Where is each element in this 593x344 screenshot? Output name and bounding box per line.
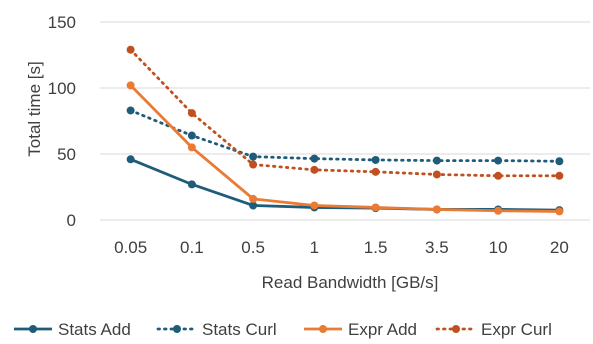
data-point: [187, 109, 196, 118]
legend-marker: [29, 325, 37, 333]
data-point: [187, 180, 196, 189]
legend-item: Expr Curl: [435, 320, 552, 339]
data-point: [310, 165, 319, 174]
legend-label: Expr Curl: [481, 320, 552, 339]
data-point: [432, 205, 441, 214]
series-line: [129, 109, 561, 163]
x-tick-label: 20: [550, 238, 569, 257]
x-tick-label: 1: [310, 238, 319, 257]
data-point: [249, 194, 258, 203]
y-tick-labels: 0 50 100 150: [48, 13, 76, 230]
data-point: [555, 157, 564, 166]
y-tick-label: 50: [57, 145, 76, 164]
series-lines: [126, 45, 564, 216]
legend-marker: [452, 325, 460, 333]
series-line: [129, 48, 561, 178]
y-tick-label: 100: [48, 79, 76, 98]
data-point: [494, 171, 503, 180]
data-point: [249, 152, 258, 161]
data-point: [432, 170, 441, 179]
x-tick-labels: 0.05 0.1 0.5 1 1.5 3.5 10 20: [114, 238, 569, 257]
x-tick-label: 10: [489, 238, 508, 257]
series-stats-curl: [126, 106, 564, 166]
legend-label: Stats Curl: [202, 320, 277, 339]
data-point: [187, 143, 196, 152]
data-point: [187, 131, 196, 140]
y-tick-label: 150: [48, 13, 76, 32]
data-point: [555, 207, 564, 216]
data-point: [126, 106, 135, 115]
data-point: [555, 171, 564, 180]
x-tick-label: 3.5: [425, 238, 449, 257]
x-tick-label: 1.5: [364, 238, 388, 257]
legend-marker: [173, 325, 181, 333]
data-point: [371, 203, 380, 212]
data-point: [126, 155, 135, 164]
data-point: [494, 206, 503, 215]
series-expr-add: [126, 81, 564, 216]
data-point: [310, 201, 319, 210]
data-point: [310, 154, 319, 163]
gridlines: [100, 21, 590, 221]
data-point: [249, 160, 258, 169]
legend-item: Stats Curl: [156, 320, 277, 339]
data-point: [494, 156, 503, 165]
data-point: [126, 45, 135, 54]
x-tick-label: 0.1: [180, 238, 204, 257]
y-tick-label: 0: [67, 211, 76, 230]
data-point: [371, 167, 380, 176]
legend-item: Stats Add: [14, 320, 131, 339]
data-point: [249, 201, 258, 210]
legend: Stats Add Stats Curl Expr Add Expr Curl: [14, 320, 552, 339]
legend-label: Stats Add: [58, 320, 131, 339]
series-line: [129, 84, 560, 213]
x-axis-title: Read Bandwidth [GB/s]: [262, 273, 439, 292]
data-point: [371, 155, 380, 164]
data-point: [432, 156, 441, 165]
x-tick-label: 0.5: [241, 238, 265, 257]
legend-item: Expr Add: [304, 320, 417, 339]
legend-label: Expr Add: [348, 320, 417, 339]
x-tick-label: 0.05: [114, 238, 147, 257]
series-expr-curl: [126, 45, 564, 180]
legend-marker: [319, 325, 327, 333]
data-point: [126, 81, 135, 90]
y-axis-title: Total time [s]: [25, 61, 44, 156]
